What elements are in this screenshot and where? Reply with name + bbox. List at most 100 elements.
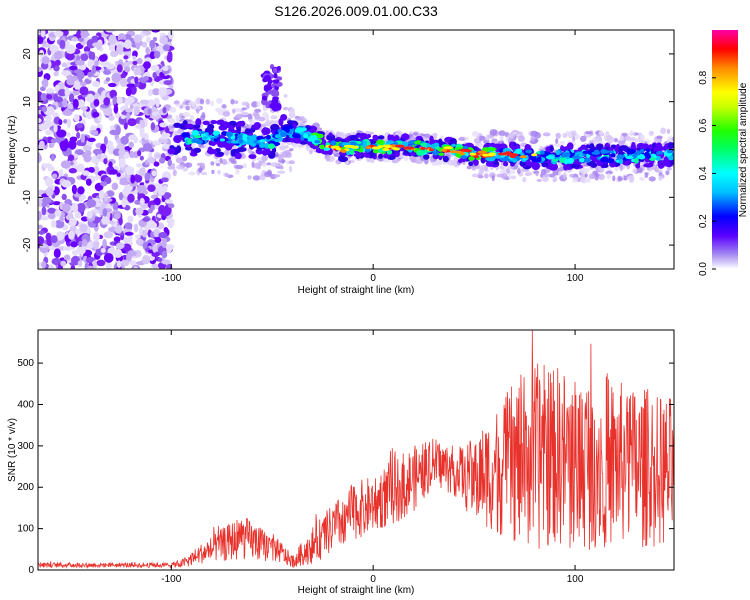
spectrogram-halo-cell — [666, 128, 671, 134]
spectrogram-noise-cell — [127, 118, 137, 127]
spectrogram-noise-cell — [160, 209, 171, 217]
spectrogram-noise-cell — [80, 53, 89, 62]
colorbar-tick-label: 0.0 — [698, 262, 709, 276]
spectrogram-halo-cell — [413, 132, 418, 136]
spectrogram-noise-cell — [103, 158, 108, 165]
spectrogram-halo-cell — [224, 173, 229, 178]
spectrogram-noise-cell — [76, 30, 82, 40]
spectrogram-halo-cell — [175, 103, 182, 107]
spectrogram-noise-cell — [127, 250, 137, 257]
spectrogram-ridge-cell — [173, 122, 182, 128]
spectrogram-noise-cell — [61, 203, 71, 213]
spectrogram-noise-cell — [166, 53, 173, 63]
spectrogram-ridge-cell — [364, 153, 371, 158]
spectrogram-halo-cell — [219, 157, 223, 164]
spectrogram-ridge-cell — [524, 143, 531, 152]
spectrogram-noise-cell — [108, 220, 115, 225]
spectrogram-core-cell — [634, 157, 639, 164]
spectrogram-noise-cell — [80, 133, 86, 143]
spectrogram-noise-cell — [115, 242, 125, 250]
spectrogram-noise-cell — [38, 236, 45, 245]
spectrogram-halo-cell — [410, 159, 417, 163]
spectrogram-noise-cell — [77, 186, 85, 195]
spectrogram-halo-cell — [289, 165, 293, 173]
spectrogram-noise-cell — [91, 64, 97, 75]
spectrogram-halo-cell — [540, 169, 547, 175]
spectrogram-halo-cell — [434, 160, 442, 166]
spectrogram-burst-cell — [272, 67, 278, 74]
spectrogram-noise-cell — [147, 108, 152, 115]
spectrogram-noise-cell — [105, 77, 111, 82]
spectrogram-ridge-cell — [377, 135, 385, 140]
spectrogram-noise-cell — [141, 41, 148, 48]
spectrogram-ridge-cell — [257, 150, 264, 155]
spectrogram-noise-cell — [132, 55, 137, 61]
spectrogram-halo-cell — [403, 154, 409, 162]
spectrogram-peak-cell — [519, 155, 527, 159]
spectrogram-noise-cell — [134, 76, 139, 84]
spectrogram-noise-cell — [92, 148, 103, 155]
spectrogram-noise-cell — [105, 30, 116, 33]
spectrogram-peak-cell — [330, 145, 340, 149]
spectrogram-noise-cell — [38, 140, 45, 150]
spectrogram-core-cell — [279, 131, 287, 138]
spectrogram-halo-cell — [489, 128, 498, 136]
spectrogram-halo-cell — [648, 176, 656, 182]
spectrogram-halo-cell — [215, 163, 221, 167]
spectrogram-ridge-cell — [383, 153, 391, 159]
spectrogram-noise-cell — [109, 125, 115, 131]
spectrogram-noise-cell — [55, 231, 65, 241]
spectrogram-halo-cell — [440, 135, 444, 140]
spectrogram-ridge-cell — [569, 164, 580, 169]
spectrogram-core-cell — [259, 143, 266, 149]
spectrogram-noise-cell — [67, 139, 77, 150]
spectrogram-noise-cell — [38, 118, 42, 124]
spectrogram-core-cell — [292, 133, 301, 139]
spectrogram-noise-cell — [129, 150, 135, 159]
spectrogram-noise-cell — [93, 98, 100, 107]
spectrogram-noise-cell — [108, 161, 113, 168]
snr-x-tick-label: -100 — [161, 574, 181, 585]
spectrogram-noise-cell — [161, 131, 167, 140]
spectrogram-halo-cell — [656, 135, 663, 140]
spectrogram-noise-cell — [111, 182, 119, 191]
spectrogram-noise-cell — [103, 97, 111, 106]
spectrogram-ridge-cell — [387, 134, 392, 142]
spectrogram-noise-cell — [128, 141, 135, 148]
spectrogram-noise-cell — [125, 87, 132, 97]
spectrogram-noise-cell — [127, 193, 135, 203]
spectrogram-noise-cell — [57, 88, 67, 97]
spectrogram-noise-cell — [38, 123, 48, 131]
spectrogram-noise-cell — [163, 80, 173, 86]
spectrogram-noise-cell — [143, 61, 151, 69]
spectrogram-core-cell — [219, 138, 226, 142]
spectrogram-burst-cell — [265, 85, 273, 91]
spectrogram-noise-cell — [127, 215, 134, 224]
spectrogram-halo-cell — [522, 176, 527, 183]
spectrogram-core-cell — [572, 155, 582, 160]
spectrogram-core-cell — [193, 135, 202, 139]
spectrogram-noise-cell — [71, 202, 79, 213]
spectrogram-halo-cell — [171, 163, 175, 167]
spectrogram-noise-cell — [108, 44, 115, 51]
spectrogram-ridge-cell — [403, 149, 409, 155]
spectrogram-noise-cell — [46, 94, 53, 100]
snr-y-tick-label: 500 — [17, 358, 34, 369]
spectrogram-halo-cell — [612, 175, 616, 182]
spectrogram-noise-cell — [132, 103, 142, 108]
spectrogram-noise-cell — [125, 112, 131, 119]
spectrogram-halo-cell — [648, 130, 655, 136]
spectrogram-halo-cell — [335, 131, 342, 137]
spectrogram-noise-cell — [157, 186, 166, 196]
spectrogram-ridge-cell — [394, 151, 400, 157]
spectrogram-core-cell — [591, 151, 601, 155]
spectrogram-noise-cell — [41, 43, 51, 48]
spectrogram-halo-cell — [262, 107, 268, 112]
spectrogram-noise-cell — [59, 140, 69, 150]
spectrogram-halo-cell — [349, 159, 355, 164]
spectrogram-noise-cell — [158, 157, 166, 164]
spectrogram-core-cell — [376, 139, 385, 145]
spectrogram-noise-cell — [65, 40, 71, 51]
spectrogram-noise-cell — [51, 173, 58, 179]
spectrogram-noise-cell — [147, 89, 153, 97]
